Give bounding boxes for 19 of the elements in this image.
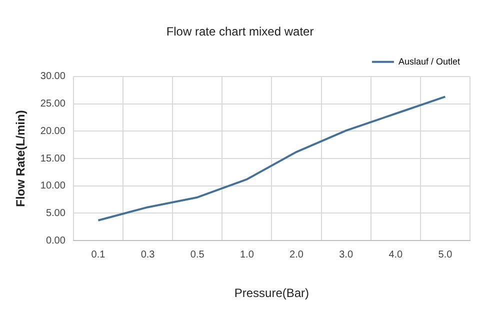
y-tick-label: 5.00 bbox=[46, 208, 66, 219]
legend-label: Auslauf / Outlet bbox=[398, 56, 460, 66]
x-tick-label: 0.1 bbox=[91, 249, 106, 260]
x-tick-label: 5.0 bbox=[438, 249, 453, 260]
y-axis-title: Flow Rate(L/min) bbox=[14, 110, 28, 207]
x-tick-label: 3.0 bbox=[339, 249, 354, 260]
y-tick-label: 20.00 bbox=[40, 126, 66, 137]
y-tick-label: 30.00 bbox=[40, 71, 66, 82]
chart-title: Flow rate chart mixed water bbox=[166, 24, 314, 39]
x-tick-label: 0.5 bbox=[190, 249, 205, 260]
x-tick-label: 0.3 bbox=[140, 249, 156, 260]
x-tick-label: 1.0 bbox=[240, 249, 254, 260]
y-tick-label: 15.00 bbox=[40, 153, 66, 164]
y-tick-label: 0.00 bbox=[46, 235, 66, 246]
x-axis-title: Pressure(Bar) bbox=[234, 286, 310, 300]
y-tick-label: 25.00 bbox=[40, 98, 66, 110]
y-tick-label: 10.00 bbox=[40, 180, 66, 192]
x-tick-label: 4.0 bbox=[388, 249, 404, 260]
x-tick-label: 2.0 bbox=[290, 249, 304, 260]
